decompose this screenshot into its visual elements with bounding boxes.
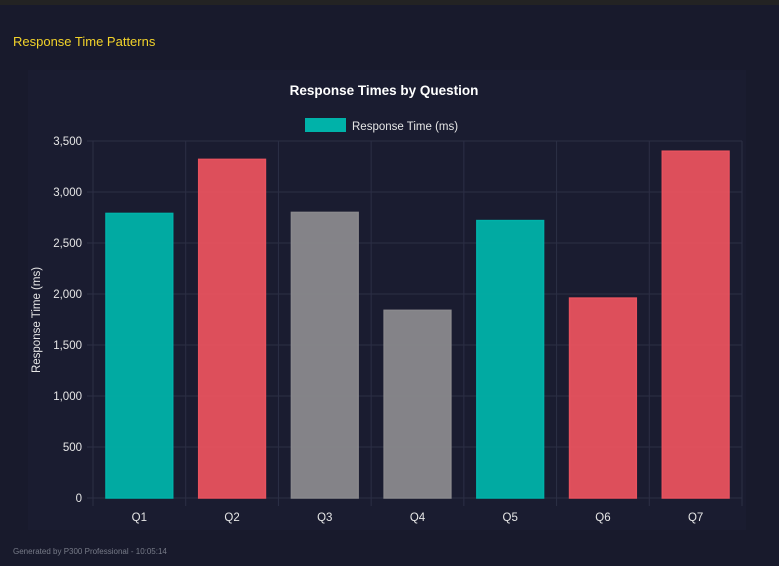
y-tick-label: 1,000 <box>53 391 82 403</box>
bar-q4 <box>383 309 452 499</box>
legend-label[interactable]: Response Time (ms) <box>352 121 458 133</box>
y-tick-label: 3,500 <box>53 136 82 148</box>
x-tick-label: Q3 <box>317 512 332 524</box>
bar-q7 <box>661 150 730 499</box>
y-tick-label: 2,000 <box>53 289 82 301</box>
bar-q6 <box>568 297 638 499</box>
x-tick-label: Q7 <box>688 512 703 524</box>
y-tick-label: 0 <box>76 493 82 505</box>
x-tick-label: Q1 <box>132 512 147 524</box>
x-tick-label: Q5 <box>503 512 518 524</box>
chart-title: Response Times by Question <box>290 83 479 98</box>
window-top-bar <box>0 0 779 5</box>
bar-q1 <box>105 212 174 499</box>
legend-swatch[interactable] <box>305 118 346 132</box>
y-tick-label: 2,500 <box>53 238 82 250</box>
x-tick-label: Q6 <box>595 512 610 524</box>
bar-q3 <box>290 211 359 499</box>
footer-text: Generated by P300 Professional - 10:05:1… <box>13 547 167 556</box>
x-tick-label: Q2 <box>224 512 239 524</box>
x-tick-label: Q4 <box>410 512 426 524</box>
bar-q5 <box>476 219 545 499</box>
section-title: Response Time Patterns <box>13 34 156 49</box>
y-tick-label: 3,000 <box>53 187 82 199</box>
y-axis-label: Response Time (ms) <box>31 267 43 373</box>
y-tick-label: 500 <box>63 442 82 454</box>
y-tick-label: 1,500 <box>53 340 82 352</box>
bar-q2 <box>197 158 267 499</box>
